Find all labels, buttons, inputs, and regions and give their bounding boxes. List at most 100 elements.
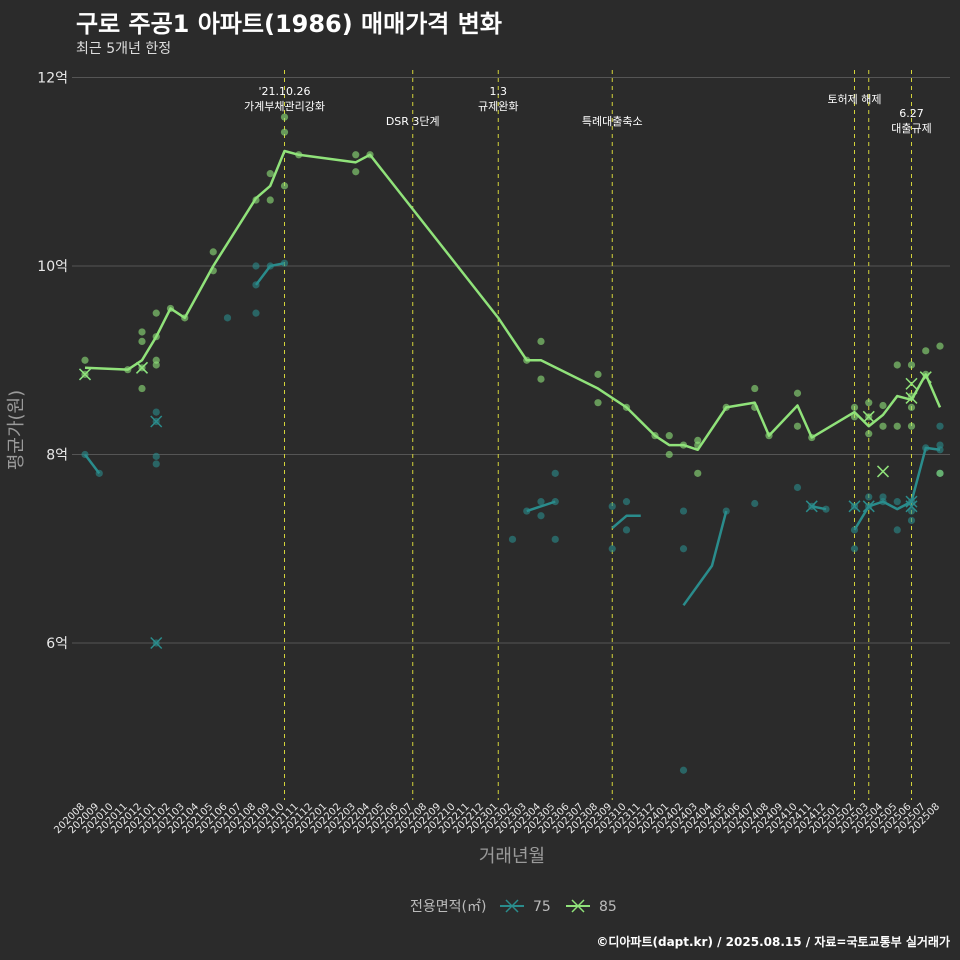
policy-annotation: 가계부채관리강화 [244,100,325,113]
series-75-point [252,309,260,317]
series-75-point [850,526,859,534]
series-75-point [907,507,916,515]
series-75-cancelled-mark [862,500,875,513]
series-75-point [936,422,944,430]
legend-title: 전용면적(㎡) [410,899,486,915]
series-85-line [84,149,942,452]
series-85-point [181,314,189,322]
series-85-point [594,399,602,407]
series-75-line [611,514,641,529]
series-75-point [751,499,759,508]
series-75-point [537,498,545,506]
series-75-point [622,498,631,506]
series-85-point [694,469,702,477]
legend-label-75: 75 [533,899,551,915]
series-85-point [152,361,160,369]
series-85-point [665,450,673,459]
legend: 전용면적(㎡) 75 85 [410,899,617,915]
chart-title: 구로 주공1 아파트(1986) 매매가격 변화 [76,10,502,38]
series-75-line [84,453,101,475]
policy-annotation: 1.3 [490,85,508,98]
series-85-point [138,337,146,345]
series-85-point [907,403,916,411]
series-75-point [893,498,901,506]
policy-annotation: 규제완화 [478,100,518,113]
y-tick-label: 10억 [37,259,68,275]
series-85-point [850,403,859,411]
legend-key-75-mark [505,899,519,913]
series-75-point [865,493,873,501]
series-75-cancelled-mark [905,495,918,508]
source-credit: ©디아파트(dapt.kr) / 2025.08.15 / 자료=국토교통부 실… [596,935,950,949]
series-85-cancelled-mark [919,371,932,384]
series-85-point [907,361,916,369]
series-85-point [124,366,132,374]
series-85-point [922,347,930,355]
series-85-point [152,309,160,317]
series-75-cancelled-mark [150,415,163,428]
series-85-point [138,328,146,336]
series-85-cancelled-mark [905,391,918,404]
series-85-point [352,168,360,176]
series-85-point [280,113,289,121]
series-75-cancelled-mark [848,500,861,513]
series-75-cancelled-mark [805,500,818,513]
series-75-line [853,446,941,531]
series-85-point [266,170,274,178]
series-85-cancelled-mark [862,410,875,423]
series-75-point [152,460,160,468]
series-85-point [907,422,916,430]
series-85-point [893,422,901,430]
series-75-point [537,512,545,520]
series-75-point [152,408,160,416]
series-85-point [694,441,702,449]
series-85-point [537,337,545,345]
series-85-point [651,432,659,440]
series-85-point [879,401,887,410]
policy-annotation: 토허제 해제 [827,92,881,106]
series-85-point [865,430,873,438]
series-75-point [679,507,688,515]
series-85-point [152,333,160,341]
series-85-point [166,304,175,313]
series-85-cancelled-mark [135,361,149,374]
series-85-point [537,375,545,383]
series-75-point [152,452,160,460]
series-85-point [751,384,759,393]
series-75-point [252,281,260,289]
series-75-point [266,262,274,270]
series-85-point [879,422,887,430]
policy-annotation: 대출규제 [891,122,931,135]
series-85-point [295,151,303,159]
series-85-point [793,389,802,397]
series-85-point [850,413,859,421]
y-axis-title: 평균가(원) [6,390,27,470]
y-tick-label: 8억 [46,448,68,464]
axis-layer: 2020082020092020102020112020122021012021… [6,390,942,867]
series-75-point [551,535,559,543]
series-75-point [679,545,688,553]
series-75-point [551,469,559,477]
series-85-point [765,432,773,440]
policy-annotation: DSR 3단계 [386,115,440,128]
series-75-point [523,507,531,515]
series-75-point [252,262,260,270]
series-75-point [280,259,289,267]
y-tick-label: 6억 [46,636,68,652]
series-85-point [936,342,944,350]
series-75-point [793,483,802,492]
series-85-point [665,432,673,440]
series-85-point [936,469,944,477]
series-75-point [81,450,89,459]
series-75-point [551,498,559,506]
series-85-point [81,356,89,364]
series-75-point [893,526,901,534]
series-85-point [280,182,289,190]
series-85-point [209,267,217,275]
series-85-point [366,151,374,159]
series-85-point [352,151,360,159]
series-75-point [223,314,232,322]
series-75-point [850,545,859,553]
series-85-point [808,433,816,442]
policy-annotation: 6.27 [899,107,924,120]
